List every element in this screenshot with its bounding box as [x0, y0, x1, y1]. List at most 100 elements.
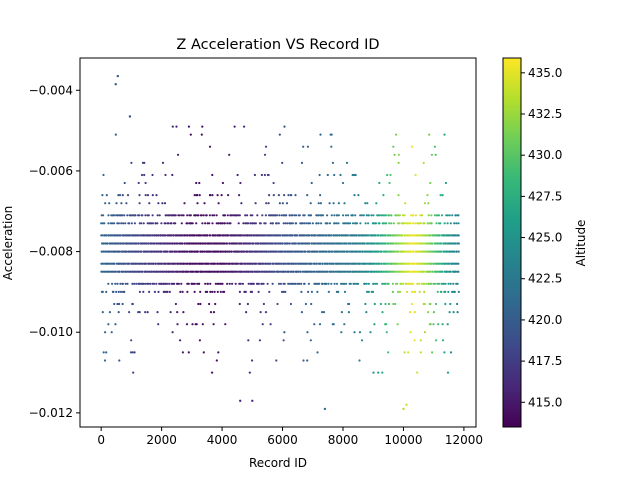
data-point — [154, 222, 157, 225]
data-point — [384, 242, 387, 245]
data-point — [378, 222, 381, 225]
data-point — [122, 222, 125, 225]
data-point — [259, 222, 262, 225]
data-point — [444, 302, 447, 306]
data-point — [327, 282, 330, 285]
data-point — [151, 214, 154, 217]
y-tick-label: −0.012 — [29, 406, 73, 420]
data-point — [427, 311, 430, 314]
data-point — [129, 234, 132, 237]
data-point — [180, 262, 183, 265]
data-point — [200, 234, 204, 237]
data-point — [119, 234, 122, 237]
data-point — [415, 270, 418, 273]
data-point — [244, 262, 247, 265]
data-point — [198, 339, 201, 342]
data-point — [186, 214, 189, 217]
data-point — [390, 214, 393, 217]
data-point — [309, 214, 313, 217]
data-point — [377, 250, 380, 253]
data-point — [394, 302, 397, 306]
data-point — [451, 262, 455, 265]
data-point — [203, 202, 206, 205]
data-point — [318, 173, 321, 177]
data-point — [345, 161, 349, 164]
data-point — [370, 250, 373, 253]
data-point — [208, 302, 211, 306]
colorbar — [503, 58, 521, 427]
data-point — [429, 302, 432, 306]
data-point — [319, 133, 322, 136]
data-point — [243, 125, 246, 128]
data-point — [377, 234, 380, 237]
data-point — [363, 242, 366, 245]
data-point — [193, 234, 196, 237]
data-point — [446, 270, 449, 273]
data-point — [172, 234, 175, 237]
data-point — [181, 290, 184, 293]
data-point — [298, 282, 301, 285]
data-point — [444, 181, 447, 185]
data-point — [138, 290, 141, 293]
data-point — [150, 270, 154, 273]
data-point — [417, 242, 420, 245]
data-point — [254, 222, 257, 225]
data-point — [276, 302, 279, 306]
data-point — [236, 262, 240, 265]
data-point — [326, 173, 329, 177]
data-point — [224, 234, 227, 237]
data-point — [112, 290, 115, 293]
data-point — [283, 125, 286, 128]
data-point — [340, 262, 343, 265]
data-point — [211, 290, 214, 293]
data-point — [326, 262, 329, 265]
data-point — [244, 290, 247, 293]
data-point — [322, 242, 325, 245]
data-point — [121, 282, 124, 285]
data-point — [157, 250, 160, 253]
data-point — [410, 290, 414, 293]
data-point — [340, 282, 343, 285]
data-point — [278, 202, 281, 205]
data-point — [247, 339, 250, 342]
data-point — [378, 214, 381, 217]
data-point — [381, 282, 384, 285]
data-point — [387, 242, 390, 245]
data-point — [102, 214, 105, 217]
data-point — [337, 290, 340, 293]
colorbar-label: Altitude — [574, 220, 588, 267]
data-point — [286, 222, 289, 225]
data-point — [208, 145, 212, 148]
data-point — [319, 262, 322, 265]
data-point — [265, 262, 268, 265]
data-point — [238, 194, 241, 197]
data-point — [337, 214, 340, 217]
data-point — [429, 181, 432, 185]
data-point — [258, 270, 261, 273]
data-point — [318, 282, 321, 285]
data-point — [253, 234, 256, 237]
data-point — [148, 290, 151, 293]
data-point — [161, 202, 164, 205]
data-point — [247, 222, 250, 225]
data-point — [141, 262, 144, 265]
data-point — [387, 214, 391, 217]
data-point — [432, 262, 435, 265]
data-point — [452, 311, 455, 314]
data-point — [435, 339, 438, 342]
data-point — [411, 145, 414, 148]
data-point — [326, 270, 329, 273]
data-point — [342, 214, 345, 217]
data-point — [396, 282, 399, 285]
data-point — [102, 242, 105, 245]
data-point — [168, 214, 171, 217]
data-point — [198, 282, 201, 285]
data-point — [381, 311, 384, 314]
data-point — [118, 359, 121, 362]
data-point — [286, 242, 289, 245]
data-point — [217, 222, 220, 225]
data-point — [280, 262, 283, 265]
data-point — [381, 371, 384, 374]
data-point — [272, 194, 275, 197]
data-point — [105, 351, 108, 354]
